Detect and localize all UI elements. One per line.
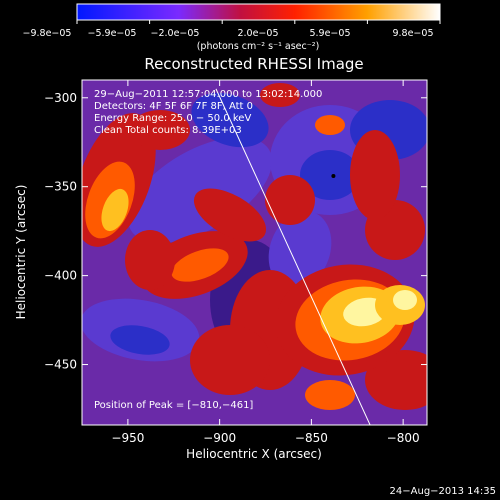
marked-point: [331, 174, 336, 179]
annotation-time: 29−Aug−2011 12:57:04.000 to 13:02:14.000: [94, 89, 322, 100]
plot-frame: [81, 79, 428, 426]
y-tick-label: −400: [44, 269, 77, 283]
peak-position-label: Position of Peak = [−810,−461]: [94, 400, 253, 411]
colorbar-ticks: −9.8e−05 −5.9e−05 −2.0e−05 2.0e−05 5.9e−05 9.…: [23, 20, 441, 39]
x-axis-label: Heliocentric X (arcsec): [186, 447, 322, 461]
colorbar-tick-label: 9.8e−05: [392, 28, 433, 39]
y-tick-label: −450: [44, 358, 77, 372]
footer-date: 24−Aug−2013 14:35: [390, 486, 496, 497]
colorbar-unit-label: (photons cm⁻² s⁻¹ asec⁻²): [197, 41, 320, 52]
x-tick-label: −800: [387, 431, 420, 445]
y-axis-ticks: −300 −350 −400 −450: [44, 91, 427, 372]
annotation-counts: Clean Total counts: 8.39E+03: [94, 125, 242, 136]
y-tick-label: −300: [44, 91, 77, 105]
colorbar: [76, 3, 441, 21]
x-tick-label: −900: [203, 431, 236, 445]
chart-title: Reconstructed RHESSI Image: [144, 55, 363, 73]
y-tick-label: −350: [44, 180, 77, 194]
solar-limb-line: [215, 88, 371, 425]
annotation-detectors: Detectors: 4F 5F 6F 7F 8F, Att 0: [94, 101, 253, 112]
colorbar-tick-label: 2.0e−05: [237, 28, 278, 39]
y-axis-label: Heliocentric Y (arcsec): [14, 185, 28, 320]
colorbar-tick-label: −9.8e−05: [23, 28, 72, 39]
x-axis-ticks: −950 −900 −850 −800: [111, 80, 420, 445]
colorbar-tick-label: −5.9e−05: [88, 28, 137, 39]
colorbar-tick-label: 5.9e−05: [309, 28, 350, 39]
x-tick-label: −850: [295, 431, 328, 445]
annotation-energy: Energy Range: 25.0 − 50.0 keV: [94, 113, 251, 124]
heatmap-image: [82, 80, 427, 425]
x-tick-label: −950: [111, 431, 144, 445]
colorbar-tick-label: −2.0e−05: [151, 28, 200, 39]
